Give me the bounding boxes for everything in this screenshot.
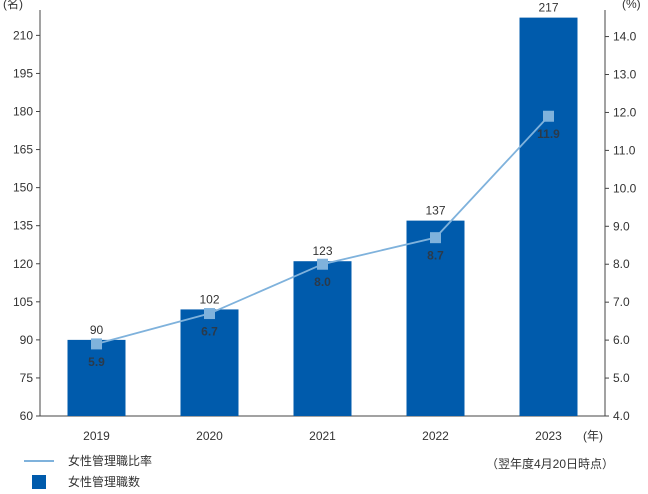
- legend-box-swatch: [32, 474, 46, 489]
- left-tick-label: 105: [13, 295, 33, 309]
- legend-label-ratio: 女性管理職比率: [68, 454, 153, 468]
- left-tick-label: 150: [13, 181, 33, 195]
- ratio-marker: [91, 338, 102, 350]
- ratio-value-label: 8.7: [427, 249, 444, 263]
- left-tick-label: 180: [13, 105, 33, 119]
- ratio-marker: [317, 258, 328, 270]
- right-tick-label: 10.0: [613, 181, 637, 195]
- ratio-marker: [204, 308, 215, 320]
- x-tick-label: 2019: [83, 429, 110, 443]
- right-tick-label: 11.0: [613, 143, 636, 157]
- right-tick-label: 7.0: [613, 295, 630, 309]
- date-note: （翌年度4月20日時点）: [485, 457, 614, 471]
- right-tick-label: 13.0: [613, 68, 637, 82]
- ratio-value-label: 8.0: [314, 275, 331, 289]
- ratio-value-label: 6.7: [201, 325, 218, 339]
- bar: [180, 309, 239, 416]
- ratio-marker: [543, 110, 554, 122]
- left-tick-label: 165: [13, 143, 33, 157]
- ratio-value-label: 11.9: [537, 127, 560, 141]
- left-tick-label: 210: [13, 28, 33, 42]
- right-tick-label: 4.0: [613, 409, 630, 423]
- bar: [67, 339, 126, 416]
- right-tick-label: 8.0: [613, 257, 630, 271]
- bar-value-label: 90: [90, 323, 104, 337]
- left-tick-label: 120: [13, 257, 33, 271]
- bar: [406, 220, 465, 416]
- bar: [519, 17, 578, 417]
- right-axis-unit: (%): [622, 0, 641, 11]
- x-tick-label: 2022: [422, 429, 449, 443]
- ratio-value-label: 5.9: [88, 355, 105, 369]
- legend-label-count: 女性管理職数: [68, 475, 141, 489]
- right-tick-label: 12.0: [613, 105, 637, 119]
- right-tick-label: 9.0: [613, 219, 630, 233]
- x-tick-label: 2023: [535, 429, 562, 443]
- bar-value-label: 137: [425, 204, 445, 218]
- ratio-marker: [430, 232, 441, 244]
- x-axis-unit: (年): [583, 429, 603, 443]
- left-tick-label: 90: [20, 333, 34, 347]
- x-tick-label: 2020: [196, 429, 223, 443]
- bar-value-label: 217: [538, 1, 558, 15]
- left-tick-label: 60: [20, 409, 34, 423]
- right-tick-label: 6.0: [613, 333, 630, 347]
- bar-value-label: 123: [312, 244, 332, 258]
- legend-item-count: 女性管理職数: [24, 473, 140, 490]
- right-tick-label: 5.0: [613, 371, 630, 385]
- x-tick-label: 2021: [309, 429, 336, 443]
- left-tick-label: 195: [13, 66, 33, 80]
- right-tick-label: 14.0: [613, 30, 637, 44]
- legend-line-swatch: [24, 459, 54, 462]
- legend-item-ratio: 女性管理職比率: [24, 452, 152, 469]
- left-tick-label: 135: [13, 219, 33, 233]
- left-tick-label: 75: [20, 371, 34, 385]
- left-axis-unit: (名): [3, 0, 23, 11]
- bar-value-label: 102: [199, 292, 219, 306]
- bar: [293, 261, 352, 416]
